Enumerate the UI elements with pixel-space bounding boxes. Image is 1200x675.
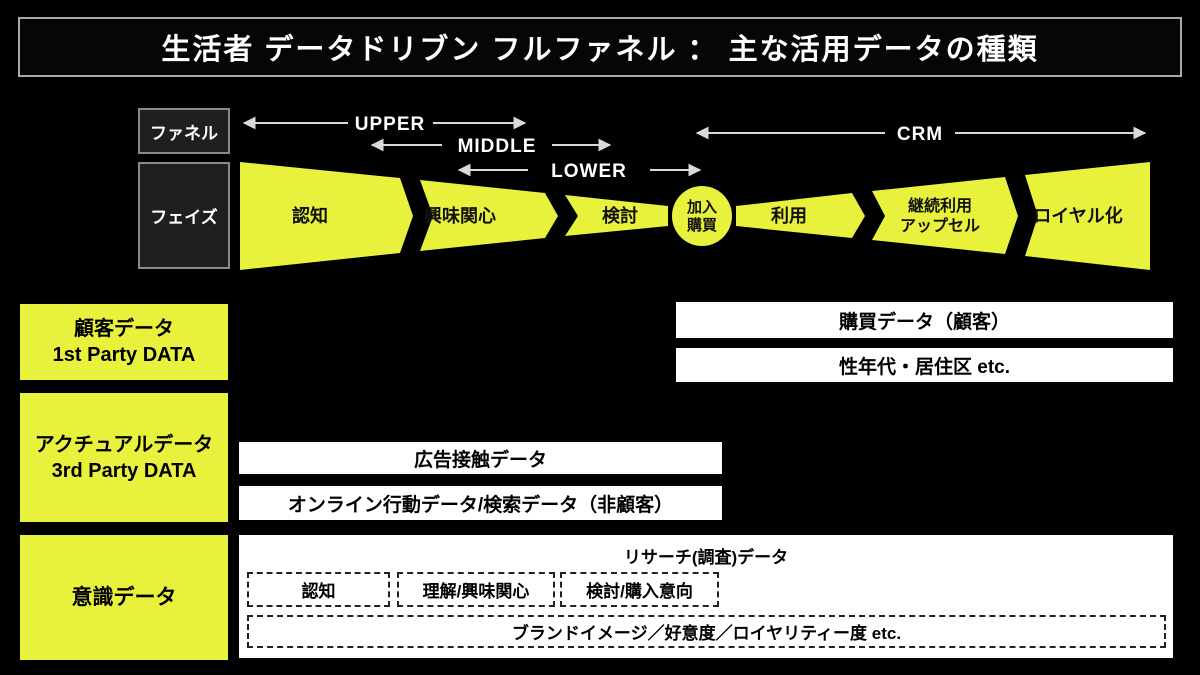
research-panel-title: リサーチ(調査)データ <box>623 548 789 567</box>
funnel-segment-retention-upsell <box>872 177 1018 254</box>
funnel-node-purchase <box>672 186 732 246</box>
funnel-segment-awareness <box>240 162 413 270</box>
phase-label-interest: 興味関心 <box>424 205 496 226</box>
funnel-diagram: UPPER MIDDLE LOWER CRM 認知 興味関心 検討 加入 購買 … <box>240 114 1150 270</box>
axis-label-funnel: ファネル <box>138 108 230 154</box>
research-item-consideration-intent: 検討/購入意向 <box>560 572 719 607</box>
phase-label-retention-line2: アップセル <box>900 216 980 235</box>
phase-label-usage: 利用 <box>771 205 807 226</box>
phase-label-retention-line1: 継続利用 <box>908 196 972 215</box>
row-label-actual-data: アクチュアルデータ 3rd Party DATA <box>20 393 228 522</box>
arrow-crm: CRM <box>695 124 1147 145</box>
phase-label-purchase-line2: 購買 <box>686 216 717 234</box>
phase-label-loyalty: ロイヤル化 <box>1033 205 1122 226</box>
axis-label-phase: フェイズ <box>138 162 230 269</box>
arrow-label-upper: UPPER <box>355 114 425 135</box>
arrow-label-lower: LOWER <box>551 161 627 182</box>
arrow-label-crm: CRM <box>897 124 943 145</box>
research-item-awareness: 認知 <box>247 572 390 607</box>
data-box-online-behavior: オンライン行動データ/検索データ（非顧客） <box>239 486 722 520</box>
arrow-label-middle: MIDDLE <box>458 136 537 157</box>
data-box-ad-contact: 広告接触データ <box>239 442 722 474</box>
row-label-actual-data-line2: 3rd Party DATA <box>51 459 197 482</box>
phase-label-consideration: 検討 <box>602 205 638 226</box>
page-title: 生活者 データドリブン フルファネル ： 主な活用データの種類 <box>18 17 1182 77</box>
research-item-brand-image: ブランドイメージ／好意度／ロイヤリティー度 etc. <box>247 615 1166 648</box>
funnel-segment-consideration <box>565 195 668 236</box>
research-item-understanding-interest: 理解/興味関心 <box>397 572 555 607</box>
row-label-attitudinal-data: 意識データ <box>20 535 228 660</box>
phase-label-awareness: 認知 <box>292 205 328 226</box>
phase-label-purchase-line1: 加入 <box>686 199 717 216</box>
arrow-upper: UPPER <box>242 114 527 135</box>
research-data-panel: リサーチ(調査)データ 認知 理解/興味関心 検討/購入意向 ブランドイメージ／… <box>239 535 1173 658</box>
funnel-segment-usage <box>736 193 865 238</box>
data-box-demographics: 性年代・居住区 etc. <box>676 348 1173 382</box>
funnel-segment-loyalty <box>1025 162 1150 270</box>
funnel-segment-interest <box>420 180 558 251</box>
row-label-customer-data: 顧客データ 1st Party DATA <box>20 304 228 380</box>
arrow-middle: MIDDLE <box>370 136 612 157</box>
row-label-customer-data-line2: 1st Party DATA <box>52 344 196 366</box>
arrow-lower: LOWER <box>457 161 702 182</box>
row-label-actual-data-line1: アクチュアルデータ <box>34 433 214 456</box>
data-box-purchase-data: 購買データ（顧客） <box>676 302 1173 338</box>
row-label-customer-data-line1: 顧客データ <box>74 318 174 340</box>
